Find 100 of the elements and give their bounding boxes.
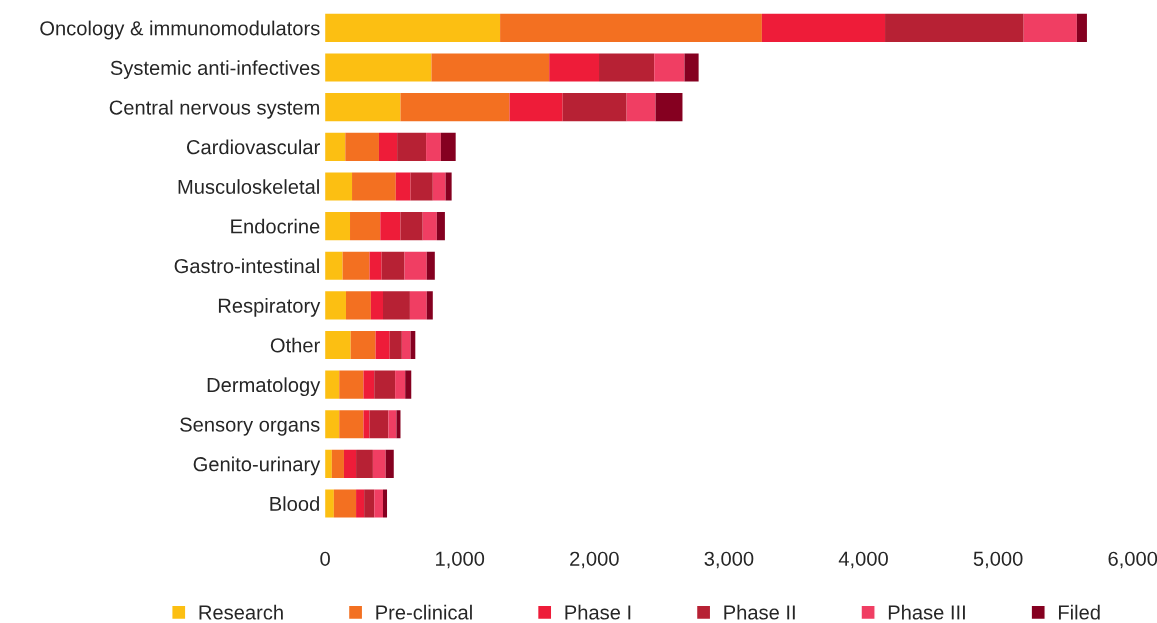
bar — [325, 132, 346, 161]
bar — [410, 172, 433, 201]
bar — [345, 291, 371, 320]
bar — [372, 449, 386, 478]
bar — [325, 172, 353, 201]
bar — [397, 132, 427, 161]
y-tick-label: Dermatology — [207, 377, 321, 397]
bar — [342, 251, 370, 280]
bar — [404, 251, 427, 280]
legend-label: Phase III — [888, 604, 965, 620]
bar — [339, 410, 364, 439]
bar — [422, 212, 437, 241]
bar — [655, 93, 683, 122]
bar — [385, 449, 394, 478]
y-tick-label: Central nervous system — [109, 99, 319, 119]
bar — [684, 53, 699, 82]
bar — [380, 212, 401, 241]
bar — [626, 93, 656, 122]
bar — [396, 410, 401, 439]
x-tick-label: 4,000 — [838, 551, 888, 569]
bar — [401, 330, 411, 360]
bar — [325, 53, 432, 82]
x-tick-label: 6,000 — [1108, 551, 1157, 569]
bar — [382, 291, 410, 320]
bar — [325, 212, 351, 241]
y-tick-label: Musculoskeletal — [178, 179, 319, 194]
bar — [356, 489, 365, 518]
bar — [885, 13, 1024, 42]
bar — [325, 410, 340, 439]
y-tick-label: Cardiovascular — [186, 139, 320, 155]
bar — [370, 291, 383, 320]
bar — [352, 172, 396, 201]
bar — [761, 13, 886, 42]
y-tick-label: Endocrine — [231, 218, 320, 234]
bar — [331, 449, 344, 478]
x-tick-label: 0 — [320, 551, 330, 566]
bar — [388, 410, 397, 439]
bar — [325, 13, 501, 42]
bar — [432, 172, 446, 201]
x-tick-label: 3,000 — [704, 551, 754, 569]
y-tick-label: Gastro-intestinal — [174, 258, 319, 274]
y-tick-label: Sensory organs — [180, 417, 320, 436]
bar — [325, 291, 346, 320]
bar — [599, 53, 655, 82]
bar — [445, 172, 452, 201]
bar — [500, 13, 762, 42]
legend-label: Pre-clinical — [376, 604, 472, 620]
y-tick-label: Oncology & immunomodulators — [40, 20, 320, 40]
bar — [562, 93, 627, 122]
bar — [426, 132, 441, 161]
bar — [369, 410, 389, 439]
bar — [325, 251, 343, 280]
bar — [395, 172, 411, 201]
legend-label: Research — [199, 604, 283, 620]
bar — [363, 370, 375, 399]
bar — [325, 370, 340, 399]
bar — [345, 132, 379, 161]
bar — [343, 449, 357, 478]
bar — [440, 132, 456, 161]
bar — [395, 370, 406, 399]
bar — [374, 370, 396, 399]
bar — [356, 449, 373, 478]
bar — [431, 53, 550, 82]
bar — [364, 489, 375, 518]
bar — [375, 330, 390, 360]
bar — [325, 330, 351, 360]
bar — [378, 132, 398, 161]
bar — [374, 489, 383, 518]
bar — [426, 291, 433, 320]
x-tick-label: 1,000 — [436, 551, 485, 569]
x-tick-label: 5,000 — [973, 551, 1023, 569]
legend-label: Phase II — [724, 604, 795, 620]
bar — [382, 489, 388, 518]
y-tick-label: Respiratory — [218, 298, 321, 317]
x-tick-label: 2,000 — [570, 551, 619, 569]
bar — [325, 489, 334, 518]
bar — [400, 212, 423, 241]
bar — [369, 251, 382, 280]
bar — [339, 370, 364, 399]
bar — [389, 330, 402, 360]
y-tick-label: Genito-urinary — [193, 456, 321, 476]
bar — [426, 251, 435, 280]
bar — [350, 212, 381, 241]
bar — [509, 93, 563, 122]
bar — [1076, 13, 1087, 42]
bar — [549, 53, 600, 82]
y-tick-label: Blood — [270, 496, 319, 511]
bar — [409, 291, 427, 320]
bar — [381, 251, 405, 280]
legend-label: Phase I — [565, 604, 631, 620]
bar — [654, 53, 685, 82]
y-tick-label: Systemic anti-infectives — [110, 60, 320, 80]
bar — [405, 370, 412, 399]
bar — [1023, 13, 1077, 42]
bar — [350, 330, 376, 360]
bar — [363, 410, 370, 439]
bar — [325, 93, 401, 122]
legend-label: Filed — [1058, 604, 1100, 620]
bar — [400, 93, 510, 122]
bar — [436, 212, 445, 241]
